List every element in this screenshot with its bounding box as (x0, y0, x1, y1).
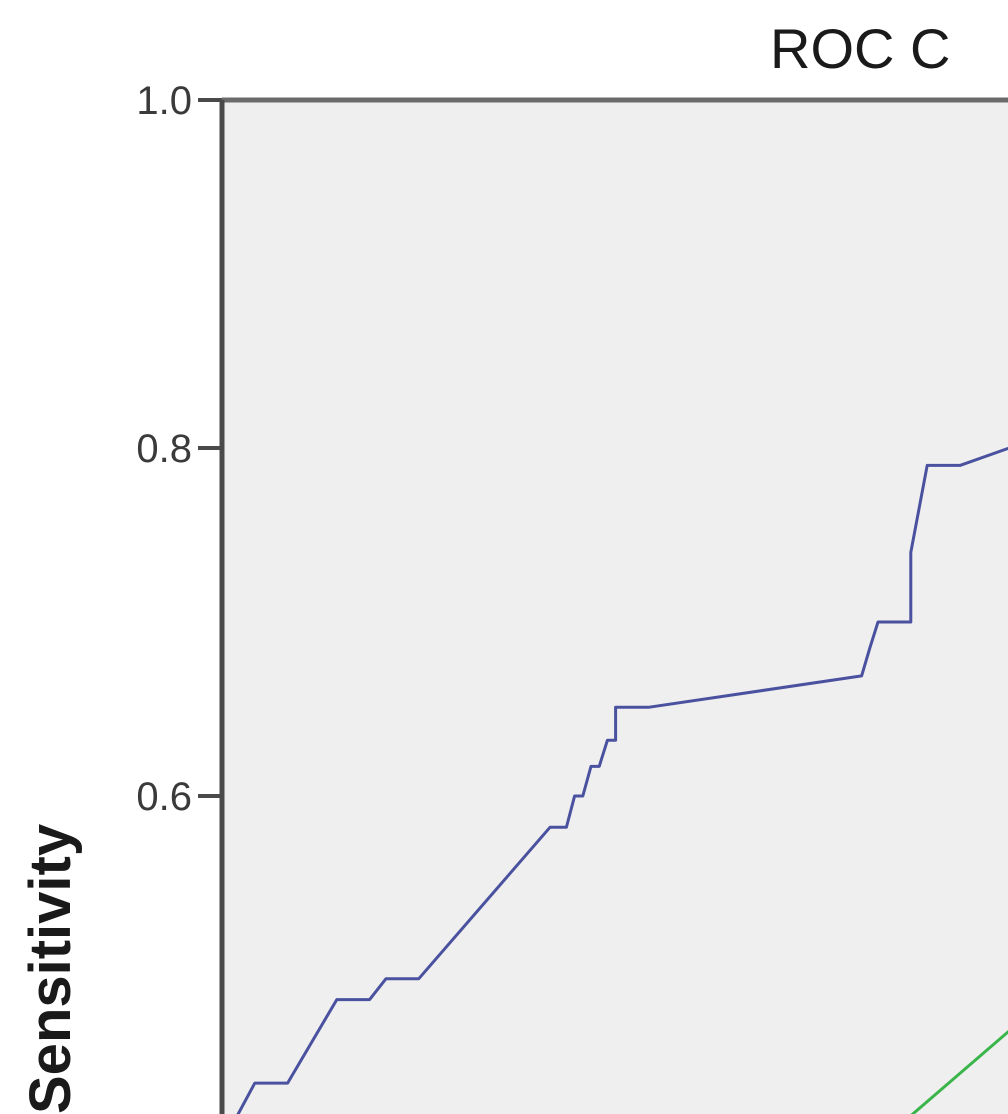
series-line-2 (910, 1029, 1008, 1114)
y-ticks: 1.0 0.8 0.6 (136, 79, 222, 819)
y-tick-label: 1.0 (136, 79, 192, 123)
y-tick-label: 0.6 (136, 775, 192, 819)
roc-series (236, 446, 1008, 1114)
plot-area (222, 100, 1008, 1114)
series-line-1 (236, 446, 1008, 1114)
y-axis-label: Sensitivity (18, 824, 83, 1114)
y-tick-label: 0.8 (136, 427, 192, 471)
chart-title: ROC C (770, 17, 950, 80)
